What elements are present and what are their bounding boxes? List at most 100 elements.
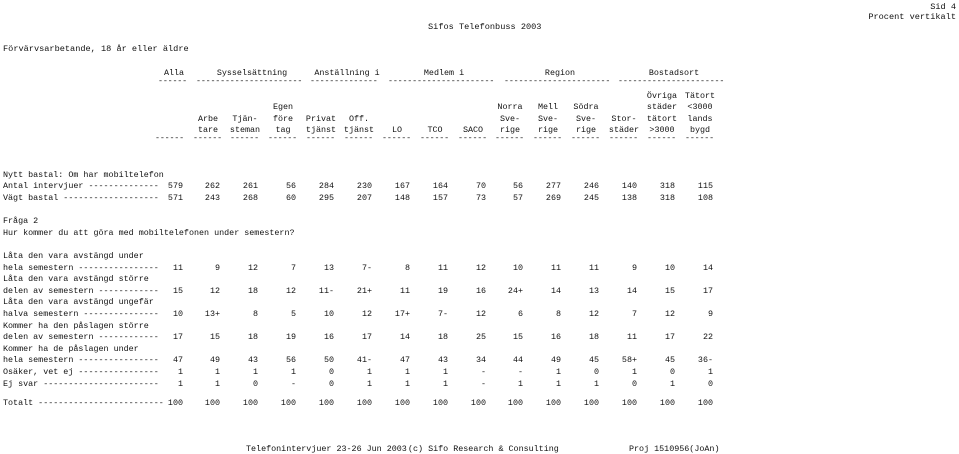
base-row-0-value-0: 579 xyxy=(167,181,183,191)
column-header-13-line-1: städer xyxy=(646,102,678,112)
answer-row-5-value-5: 1 xyxy=(366,367,372,377)
base-row-1-value-8: 73 xyxy=(475,193,486,203)
base-row-0-value-11: 246 xyxy=(583,181,599,191)
group-header-4: Region xyxy=(544,68,576,78)
group-underline-1: ---------------------- xyxy=(196,76,303,86)
total-row-value-9: 100 xyxy=(507,398,523,408)
total-row-value-0: 100 xyxy=(167,398,183,408)
answer-row-3-pretext: Kommer ha den påslagen större xyxy=(3,320,149,331)
column-header-2-line-2: steman xyxy=(229,125,261,135)
answer-row-5-value-7: 1 xyxy=(442,367,448,377)
answer-row-0-value-5: 7- xyxy=(361,262,372,273)
answer-row-1-value-11: 13 xyxy=(588,285,599,296)
answer-row-2-pretext: Låta den vara avstängd ungefär xyxy=(3,297,154,308)
group-underline-5: ---------------------- xyxy=(618,76,725,86)
base-row-0-label: Antal intervjuer -------------- xyxy=(3,181,159,191)
total-row-value-8: 100 xyxy=(470,398,486,408)
answer-row-2-value-13: 12 xyxy=(664,309,675,319)
answer-row-0-value-12: 9 xyxy=(631,262,637,273)
answer-row-3-value-7: 18 xyxy=(437,332,448,343)
page-number: Sid 4 xyxy=(930,2,956,12)
answer-row-4-value-4: 50 xyxy=(323,355,334,366)
answer-row-3-value-8: 25 xyxy=(475,332,486,343)
group-header-3: Medlem i xyxy=(423,68,465,78)
total-row-value-14: 100 xyxy=(697,398,713,408)
column-header-8-line-2: SACO xyxy=(462,125,484,135)
answer-row-5-value-10: 1 xyxy=(555,367,561,377)
column-header-5-line-2: tjänst xyxy=(343,125,375,135)
total-row-value-1: 100 xyxy=(204,398,220,408)
base-title: Nytt bastal: Om har mobiltelefon xyxy=(3,170,164,180)
group-header-2: Anställning i xyxy=(314,68,380,78)
column-header-1-line-1: Arbe xyxy=(197,113,219,124)
answer-row-5-value-0: 1 xyxy=(177,367,183,377)
group-header-0: Alla xyxy=(163,68,185,78)
total-row-value-13: 100 xyxy=(659,398,675,408)
base-row-0-value-9: 56 xyxy=(512,181,523,191)
answer-row-2-value-12: 7 xyxy=(631,309,637,319)
column-underline-6: ------ xyxy=(382,133,411,143)
column-header-10-line-1: Sve- xyxy=(537,113,559,124)
answer-row-6-value-9: 1 xyxy=(517,378,523,389)
total-row-label: Totalt ------------------------- xyxy=(3,398,164,408)
base-row-1-value-9: 57 xyxy=(512,193,523,203)
answer-row-0-value-8: 12 xyxy=(475,262,486,273)
column-header-13-line-3: >3000 xyxy=(649,125,675,135)
answer-row-0-value-10: 11 xyxy=(550,262,561,273)
answer-row-2-value-2: 8 xyxy=(252,309,258,319)
answer-row-0-value-9: 10 xyxy=(512,262,523,273)
answer-row-0-value-3: 7 xyxy=(290,262,296,273)
answer-row-2-value-10: 8 xyxy=(555,309,561,319)
base-row-0-value-3: 56 xyxy=(285,181,296,191)
answer-row-2-value-9: 6 xyxy=(517,309,523,319)
answer-row-2-value-14: 9 xyxy=(707,309,713,319)
answer-row-6-label: Ej svar ----------------------- xyxy=(3,378,159,389)
answer-row-5-value-11: 0 xyxy=(593,367,599,377)
column-underline-3: ------ xyxy=(268,133,297,143)
column-header-10-line-2: rige xyxy=(537,125,559,135)
group-underline-3: ---------------------- xyxy=(388,76,495,86)
answer-row-3-value-4: 16 xyxy=(323,332,334,343)
answer-row-5-label: Osäker, vet ej ---------------- xyxy=(3,367,159,377)
page-subtitle: Procent vertikalt xyxy=(868,12,956,22)
column-header-6-line-2: LO xyxy=(391,125,403,135)
column-underline-1: ------ xyxy=(193,133,222,143)
answer-row-2-value-1: 13+ xyxy=(204,309,220,319)
answer-row-3-value-1: 15 xyxy=(209,332,220,343)
column-header-7-line-2: TCO xyxy=(427,125,443,135)
group-underline-4: ---------------------- xyxy=(504,76,611,86)
total-row-value-11: 100 xyxy=(583,398,599,408)
answer-row-5-value-8: - xyxy=(480,367,486,377)
answer-row-5-value-2: 1 xyxy=(252,367,258,377)
answer-row-0-value-11: 11 xyxy=(588,262,599,273)
answer-row-2-value-6: 17+ xyxy=(394,309,410,319)
base-row-1-value-2: 268 xyxy=(242,193,258,203)
answer-row-4-value-11: 45 xyxy=(588,355,599,366)
answer-row-0-value-13: 10 xyxy=(664,262,675,273)
answer-row-4-value-2: 43 xyxy=(247,355,258,366)
answer-row-6-value-3: - xyxy=(290,378,296,389)
column-header-14-line-0: Tätort xyxy=(684,90,716,101)
answer-row-4-value-6: 47 xyxy=(399,355,410,366)
column-underline-12: ------ xyxy=(609,133,638,143)
answer-row-2-value-8: 12 xyxy=(475,309,486,319)
population-label: Förvärvsarbetande, 18 år eller äldre xyxy=(3,44,189,54)
answer-row-5-value-3: 1 xyxy=(290,367,296,377)
answer-row-3-value-6: 14 xyxy=(399,332,410,343)
question-number: Fråga 2 xyxy=(3,216,39,226)
answer-row-6-value-7: 1 xyxy=(442,378,448,389)
column-header-9-line-1: Sve- xyxy=(499,113,521,124)
answer-row-3-value-13: 17 xyxy=(664,332,675,343)
group-underline-2: -------------- xyxy=(310,76,378,86)
base-row-0-value-1: 262 xyxy=(204,181,220,191)
answer-row-1-value-14: 17 xyxy=(702,285,713,296)
answer-row-1-value-5: 21+ xyxy=(356,285,372,296)
answer-row-3-value-12: 11 xyxy=(626,332,637,343)
answer-row-4-value-12: 58+ xyxy=(621,355,637,366)
answer-row-4-value-3: 56 xyxy=(285,355,296,366)
answer-row-2-value-3: 5 xyxy=(290,309,296,319)
answer-row-0-pretext: Låta den vara avstängd under xyxy=(3,251,144,261)
column-header-14-line-2: lands xyxy=(687,113,713,124)
answer-row-2-value-4: 10 xyxy=(323,309,334,319)
base-row-0-value-6: 167 xyxy=(394,181,410,191)
